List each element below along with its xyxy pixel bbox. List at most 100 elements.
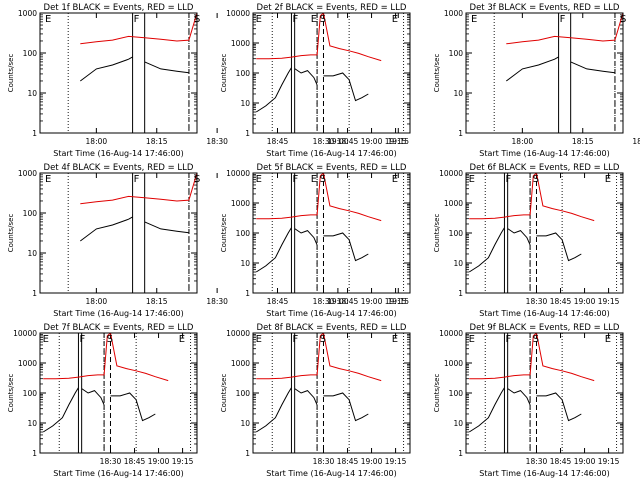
y-tick-label: 10 [453, 259, 463, 268]
panel-title: Det 6f BLACK = Events, RED = LLD [470, 163, 620, 173]
panel-title: Det 9f BLACK = Events, RED = LLD [470, 323, 620, 333]
x-axis-label: Start Time (16-Aug-14 17:46:00) [479, 309, 610, 318]
x-tick-label: 19:15 [387, 297, 409, 306]
series-group [42, 333, 169, 433]
series-group [255, 333, 382, 433]
series-group [255, 13, 382, 113]
region-label: F [505, 334, 511, 345]
y-axis-label: Counts/sec [220, 374, 228, 413]
y-tick-label: 1 [458, 129, 463, 138]
y-axis-label: Counts/sec [433, 374, 441, 413]
lld-series-line [506, 13, 623, 45]
panel-title: Det 3f BLACK = Events, RED = LLD [470, 3, 620, 13]
y-tick-label: 1 [32, 289, 37, 298]
lld-series-line [43, 333, 169, 382]
marker-lines [484, 333, 618, 453]
y-tick-label: 10 [240, 259, 250, 268]
region-label: S [533, 334, 539, 345]
region-label: F [505, 174, 511, 185]
region-label: E [605, 334, 611, 345]
y-axis-label: Counts/sec [220, 214, 228, 253]
x-tick-label: 18:30 [526, 457, 548, 466]
region-label: E [311, 174, 317, 185]
region-label: E [471, 14, 477, 25]
region-label: E [392, 14, 398, 25]
y-tick-label: 1000 [231, 39, 250, 48]
y-tick-label: 10000 [439, 169, 463, 178]
y-tick-label: 100 [23, 49, 38, 58]
marker-lines [271, 333, 405, 453]
x-tick-label: 18:45 [337, 297, 359, 306]
lld-series-line [256, 13, 382, 62]
events-series-line [255, 67, 292, 113]
axes-frame [252, 332, 411, 454]
y-tick-label: 100 [449, 49, 464, 58]
x-tick-label: 18:30 [100, 457, 122, 466]
axes-frame [465, 12, 624, 134]
y-tick-label: 1 [458, 289, 463, 298]
marker-lines [67, 173, 190, 293]
events-series-line [323, 392, 369, 422]
region-label: E [392, 174, 398, 185]
marker-lines [271, 173, 405, 293]
y-tick-label: 100 [236, 229, 251, 238]
y-tick-label: 10 [453, 89, 463, 98]
y-tick-label: 1000 [18, 9, 37, 18]
region-label: F [292, 174, 298, 185]
detector-panel: Det 2f BLACK = Events, RED = LLD Counts/s… [220, 3, 411, 158]
events-series-line [468, 227, 505, 273]
region-label: F [134, 174, 140, 185]
x-tick-label: 18:30 [206, 137, 228, 146]
marker-lines [493, 13, 616, 133]
events-series-line [468, 387, 505, 433]
region-label: E [256, 14, 262, 25]
x-tick-label: 19:00 [148, 457, 170, 466]
lld-series-line [256, 333, 382, 382]
x-tick-label: 18:30 [206, 297, 228, 306]
region-label: E [179, 334, 185, 345]
y-tick-label: 1 [458, 449, 463, 458]
y-tick-label: 1000 [444, 9, 463, 18]
events-series-line [505, 56, 559, 82]
region-label: E [256, 174, 262, 185]
y-tick-label: 10 [27, 419, 37, 428]
x-tick-label: 18:45 [124, 457, 146, 466]
region-label: F [292, 334, 298, 345]
panel-title: Det 1f BLACK = Events, RED = LLD [44, 3, 194, 13]
region-label: F [292, 14, 298, 25]
events-series-line [507, 388, 531, 406]
axes-frame [39, 12, 198, 134]
y-tick-label: 1000 [231, 199, 250, 208]
y-tick-label: 100 [236, 69, 251, 78]
y-tick-label: 1 [245, 129, 250, 138]
events-series-line [323, 72, 369, 102]
detector-panel: Det 4f BLACK = Events, RED = LLD Counts/s… [7, 163, 409, 318]
x-tick-label: 18:15 [146, 297, 168, 306]
detector-panel: Det 8f BLACK = Events, RED = LLD Counts/s… [220, 323, 411, 478]
panel-title: Det 8f BLACK = Events, RED = LLD [257, 323, 407, 333]
x-tick-label: 18:00 [86, 137, 108, 146]
lld-series-line [256, 173, 382, 222]
events-series-line [255, 227, 292, 273]
x-tick-label: 19:15 [172, 457, 194, 466]
detector-panel: Det 3f BLACK = Events, RED = LLD Counts/s… [433, 3, 640, 158]
y-tick-label: 100 [236, 389, 251, 398]
region-label: E [605, 174, 611, 185]
x-tick-label: 18:00 [512, 137, 534, 146]
region-label: E [45, 174, 51, 185]
marker-lines [67, 13, 190, 133]
series-group [468, 173, 595, 273]
events-series-line [294, 388, 318, 406]
x-tick-label: 19:15 [385, 297, 407, 306]
axes-frame [39, 332, 198, 454]
y-tick-label: 1 [32, 129, 37, 138]
series-group [255, 173, 382, 273]
region-label: S [533, 174, 539, 185]
y-tick-label: 10000 [226, 9, 250, 18]
x-axis-label: Start Time (16-Aug-14 17:46:00) [266, 149, 397, 158]
region-label: E [469, 334, 475, 345]
events-series-line [144, 61, 189, 74]
x-axis-label: Start Time (16-Aug-14 17:46:00) [266, 309, 397, 318]
y-axis-label: Counts/sec [433, 214, 441, 253]
